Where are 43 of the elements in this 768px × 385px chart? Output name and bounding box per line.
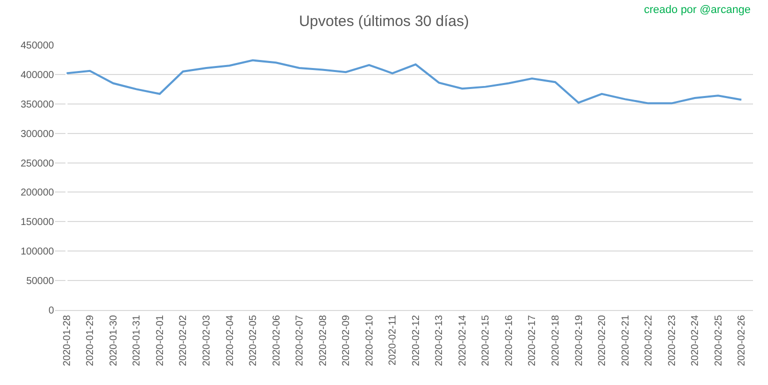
x-tick-label: 2020-02-20 bbox=[597, 314, 608, 366]
y-tick-label: 300000 bbox=[20, 128, 54, 140]
x-tick-label: 2020-02-18 bbox=[550, 314, 562, 366]
x-tick-label: 2020-02-25 bbox=[713, 314, 724, 366]
x-tick-label: 2020-02-01 bbox=[154, 314, 166, 366]
x-tick-label: 2020-02-12 bbox=[410, 314, 422, 366]
x-tick-label: 2020-02-15 bbox=[480, 314, 492, 366]
y-tick-label: 200000 bbox=[20, 188, 54, 199]
x-tick-label: 2020-01-28 bbox=[62, 314, 73, 366]
x-tick-label: 2020-02-14 bbox=[457, 314, 468, 366]
y-tick-label: 350000 bbox=[20, 99, 54, 110]
x-tick-label: 2020-02-06 bbox=[271, 314, 282, 366]
x-tick-label: 2020-01-31 bbox=[132, 314, 143, 366]
x-tick-label: 2020-01-29 bbox=[85, 314, 96, 366]
x-tick-label: 2020-02-07 bbox=[294, 314, 306, 366]
x-tick-label: 2020-02-17 bbox=[527, 314, 538, 366]
x-tick-label: 2020-02-13 bbox=[434, 314, 446, 366]
y-tick-label: 250000 bbox=[20, 158, 54, 170]
x-tick-label: 2020-02-24 bbox=[690, 314, 702, 366]
line-series bbox=[66, 59, 742, 104]
x-tick-label: 2020-02-02 bbox=[178, 314, 190, 366]
x-tick-label: 2020-02-16 bbox=[504, 314, 515, 366]
x-tick-label: 2020-02-09 bbox=[341, 314, 352, 366]
chart-title: Upvotes (últimos 30 días) bbox=[298, 12, 470, 30]
x-tick-label: 2020-02-22 bbox=[644, 314, 655, 366]
x-tick-label: 2020-02-03 bbox=[201, 314, 212, 366]
x-tick-label: 2020-02-08 bbox=[318, 314, 329, 366]
x-tick-label: 2020-02-23 bbox=[666, 314, 678, 366]
x-tick-label: 2020-01-30 bbox=[108, 314, 120, 366]
text: creado por @arcange bbox=[644, 4, 751, 16]
y-tick-label: 50000 bbox=[26, 276, 54, 288]
x-tick-label: 2020-02-11 bbox=[388, 314, 399, 366]
y-tick-label: 450000 bbox=[20, 40, 54, 52]
x-tick-label: 2020-02-05 bbox=[248, 314, 260, 366]
x-tick-label: 2020-02-21 bbox=[620, 314, 632, 366]
x-tick-label: 2020-02-10 bbox=[364, 314, 376, 366]
x-tick-label: 2020-02-04 bbox=[224, 314, 236, 366]
x-tick-label: 2020-02-26 bbox=[736, 314, 748, 366]
y-tick-label: 400000 bbox=[20, 70, 54, 81]
y-tick-label: 150000 bbox=[20, 217, 54, 228]
y-tick-label: 0 bbox=[48, 306, 54, 316]
y-tick-label: 100000 bbox=[20, 246, 54, 258]
x-tick-label: 2020-02-19 bbox=[574, 314, 585, 366]
